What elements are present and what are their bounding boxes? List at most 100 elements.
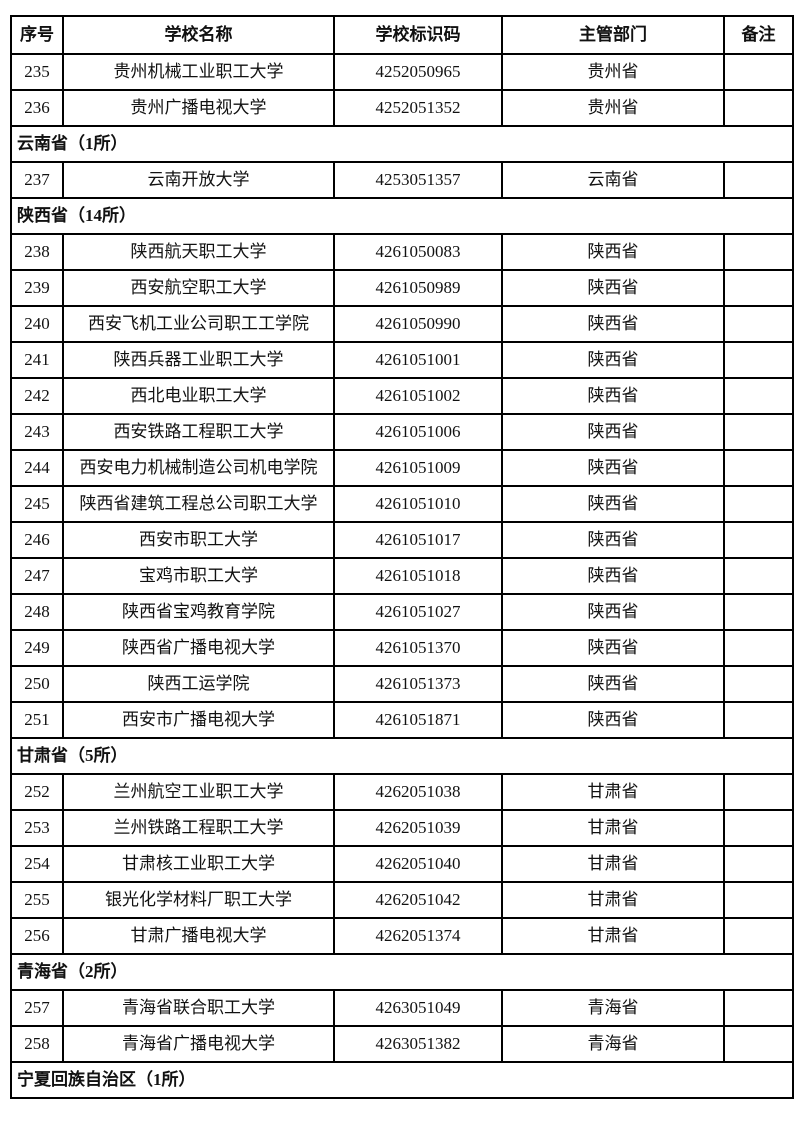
cell-remarks	[723, 449, 794, 487]
cell-school-name: 西安飞机工业公司职工工学院	[62, 305, 335, 343]
cell-remarks	[723, 233, 794, 271]
province-section-label: 甘肃省（5所）	[10, 737, 794, 775]
table-row: 248 陕西省宝鸡教育学院 4261051027 陕西省	[10, 593, 794, 631]
cell-school-name: 陕西兵器工业职工大学	[62, 341, 335, 379]
table-body: 235 贵州机械工业职工大学 4252050965 贵州省 236 贵州广播电视大学 425…	[10, 53, 794, 1099]
cell-remarks	[723, 917, 794, 955]
cell-supervising-department: 甘肃省	[501, 773, 725, 811]
cell-remarks	[723, 845, 794, 883]
cell-remarks	[723, 989, 794, 1027]
cell-serial-number: 237	[10, 161, 64, 199]
cell-school-name: 甘肃核工业职工大学	[62, 845, 335, 883]
cell-remarks	[723, 161, 794, 199]
province-section-row: 宁夏回族自治区（1所）	[10, 1061, 794, 1099]
cell-supervising-department: 贵州省	[501, 53, 725, 91]
cell-serial-number: 240	[10, 305, 64, 343]
province-section-row: 陕西省（14所）	[10, 197, 794, 235]
cell-school-code: 4261051010	[333, 485, 503, 523]
cell-remarks	[723, 701, 794, 739]
cell-remarks	[723, 53, 794, 91]
table-row: 252 兰州航空工业职工大学 4262051038 甘肃省	[10, 773, 794, 811]
table-header-row: 序号 学校名称 学校标识码 主管部门 备注	[10, 15, 794, 55]
cell-serial-number: 255	[10, 881, 64, 919]
cell-school-code: 4262051042	[333, 881, 503, 919]
cell-serial-number: 252	[10, 773, 64, 811]
table-row: 242 西北电业职工大学 4261051002 陕西省	[10, 377, 794, 415]
cell-remarks	[723, 521, 794, 559]
cell-school-name: 陕西省宝鸡教育学院	[62, 593, 335, 631]
table-row: 235 贵州机械工业职工大学 4252050965 贵州省	[10, 53, 794, 91]
table-row: 249 陕西省广播电视大学 4261051370 陕西省	[10, 629, 794, 667]
cell-supervising-department: 陕西省	[501, 305, 725, 343]
cell-supervising-department: 陕西省	[501, 449, 725, 487]
cell-school-code: 4262051040	[333, 845, 503, 883]
cell-supervising-department: 陕西省	[501, 701, 725, 739]
cell-school-code: 4261051018	[333, 557, 503, 595]
table-row: 236 贵州广播电视大学 4252051352 贵州省	[10, 89, 794, 127]
cell-serial-number: 241	[10, 341, 64, 379]
table-row: 238 陕西航天职工大学 4261050083 陕西省	[10, 233, 794, 271]
cell-school-code: 4261051009	[333, 449, 503, 487]
cell-serial-number: 245	[10, 485, 64, 523]
cell-school-code: 4252051352	[333, 89, 503, 127]
cell-school-code: 4261050083	[333, 233, 503, 271]
table-row: 244 西安电力机械制造公司机电学院 4261051009 陕西省	[10, 449, 794, 487]
cell-serial-number: 249	[10, 629, 64, 667]
cell-school-name: 西安电力机械制造公司机电学院	[62, 449, 335, 487]
cell-school-name: 陕西省建筑工程总公司职工大学	[62, 485, 335, 523]
cell-supervising-department: 甘肃省	[501, 917, 725, 955]
cell-serial-number: 246	[10, 521, 64, 559]
cell-supervising-department: 陕西省	[501, 629, 725, 667]
table-row: 257 青海省联合职工大学 4263051049 青海省	[10, 989, 794, 1027]
cell-remarks	[723, 485, 794, 523]
cell-school-code: 4261051370	[333, 629, 503, 667]
cell-remarks	[723, 665, 794, 703]
col-header-school-code: 学校标识码	[333, 15, 503, 55]
cell-school-name: 贵州广播电视大学	[62, 89, 335, 127]
table-row: 256 甘肃广播电视大学 4262051374 甘肃省	[10, 917, 794, 955]
cell-school-name: 兰州航空工业职工大学	[62, 773, 335, 811]
cell-school-code: 4263051049	[333, 989, 503, 1027]
province-section-label: 云南省（1所）	[10, 125, 794, 163]
cell-remarks	[723, 269, 794, 307]
cell-supervising-department: 陕西省	[501, 341, 725, 379]
cell-remarks	[723, 89, 794, 127]
table-row: 246 西安市职工大学 4261051017 陕西省	[10, 521, 794, 559]
cell-serial-number: 242	[10, 377, 64, 415]
cell-school-code: 4253051357	[333, 161, 503, 199]
cell-serial-number: 247	[10, 557, 64, 595]
cell-supervising-department: 陕西省	[501, 413, 725, 451]
province-section-row: 青海省（2所）	[10, 953, 794, 991]
table-row: 255 银光化学材料厂职工大学 4262051042 甘肃省	[10, 881, 794, 919]
cell-serial-number: 250	[10, 665, 64, 703]
schools-table: 序号 学校名称 学校标识码 主管部门 备注 235 贵州机械工业职工大学 42520…	[10, 15, 794, 1099]
cell-school-name: 陕西省广播电视大学	[62, 629, 335, 667]
cell-school-code: 4261050989	[333, 269, 503, 307]
cell-school-name: 青海省联合职工大学	[62, 989, 335, 1027]
cell-school-code: 4261051006	[333, 413, 503, 451]
cell-remarks	[723, 881, 794, 919]
cell-school-name: 西安市职工大学	[62, 521, 335, 559]
cell-serial-number: 258	[10, 1025, 64, 1063]
table-row: 237 云南开放大学 4253051357 云南省	[10, 161, 794, 199]
cell-school-name: 兰州铁路工程职工大学	[62, 809, 335, 847]
province-section-label: 陕西省（14所）	[10, 197, 794, 235]
province-section-row: 云南省（1所）	[10, 125, 794, 163]
cell-supervising-department: 甘肃省	[501, 809, 725, 847]
cell-school-name: 西安市广播电视大学	[62, 701, 335, 739]
table-row: 253 兰州铁路工程职工大学 4262051039 甘肃省	[10, 809, 794, 847]
cell-remarks	[723, 593, 794, 631]
province-section-row: 甘肃省（5所）	[10, 737, 794, 775]
cell-school-code: 4263051382	[333, 1025, 503, 1063]
cell-school-name: 陕西工运学院	[62, 665, 335, 703]
col-header-serial-number: 序号	[10, 15, 64, 55]
cell-remarks	[723, 377, 794, 415]
table-row: 239 西安航空职工大学 4261050989 陕西省	[10, 269, 794, 307]
cell-school-code: 4261051001	[333, 341, 503, 379]
cell-school-name: 西北电业职工大学	[62, 377, 335, 415]
col-header-supervising-department: 主管部门	[501, 15, 725, 55]
cell-remarks	[723, 629, 794, 667]
table-row: 245 陕西省建筑工程总公司职工大学 4261051010 陕西省	[10, 485, 794, 523]
cell-supervising-department: 陕西省	[501, 665, 725, 703]
